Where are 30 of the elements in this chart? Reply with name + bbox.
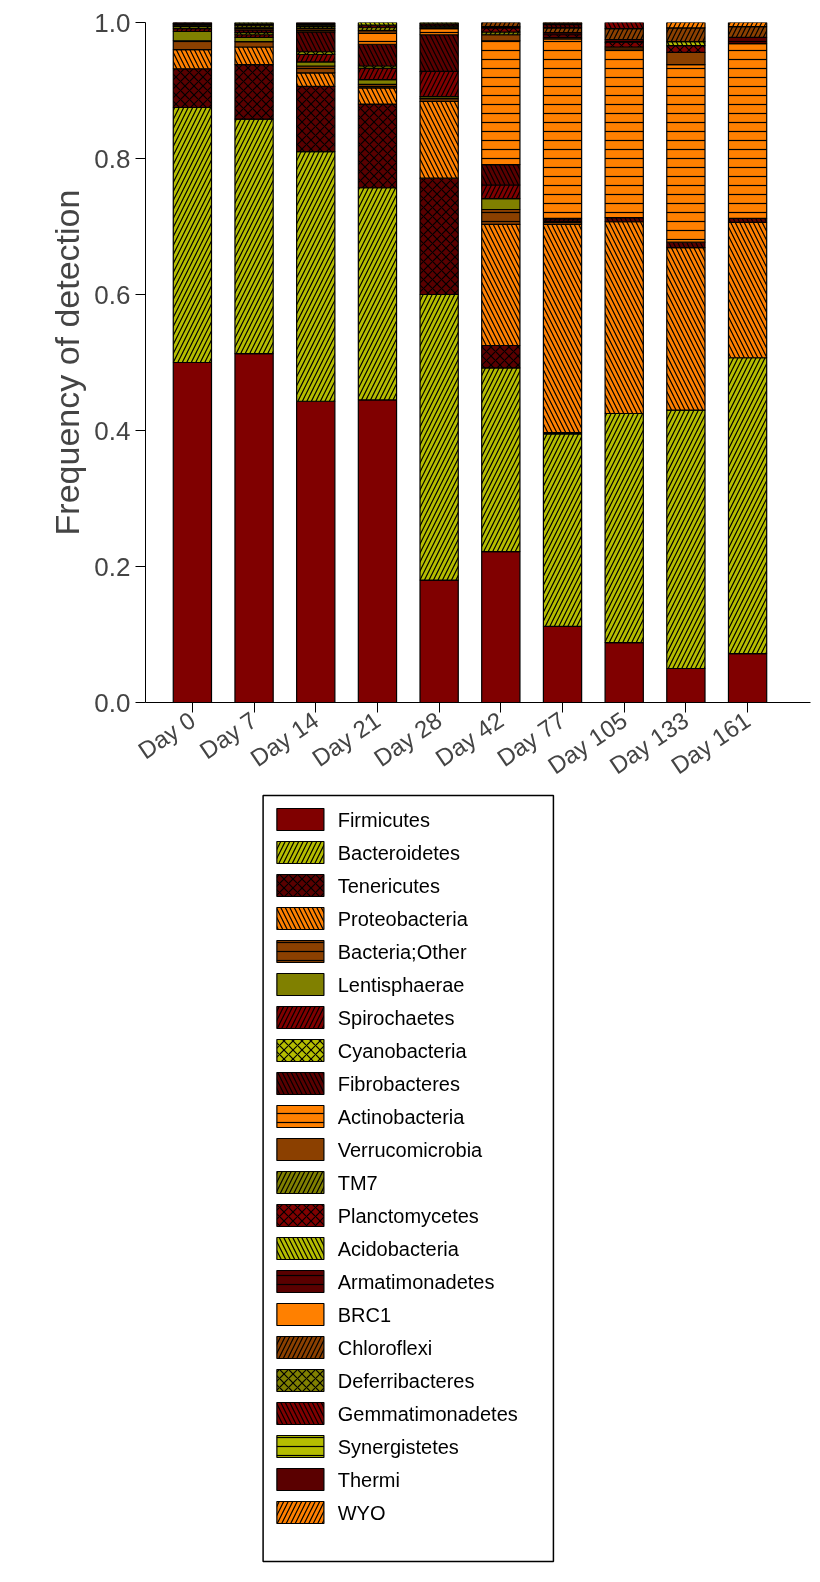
legend-label: Lentisphaerae	[337, 973, 465, 996]
legend-label: Chloroflexi	[337, 1336, 433, 1359]
y-tick-label: 0.0	[94, 687, 131, 718]
legend-label: Deferribacteres	[337, 1369, 475, 1392]
legend-label: Bacteroidetes	[337, 841, 460, 864]
legend-label: Cyanobacteria	[337, 1039, 468, 1062]
legend-label: Bacteria;Other	[337, 940, 467, 963]
legend-label: Fibrobacteres	[337, 1072, 460, 1095]
legend-label: Armatimonadetes	[337, 1270, 495, 1293]
legend-label: Gemmatimonadetes	[337, 1402, 518, 1425]
y-tick-label: 0.8	[94, 143, 131, 174]
legend-label: Verrucomicrobia	[337, 1138, 484, 1161]
legend-label: TM7	[337, 1171, 378, 1194]
legend-label: Planctomycetes	[337, 1204, 479, 1227]
y-tick-label: 0.6	[94, 279, 131, 310]
y-axis-title: Frequency of detection	[48, 189, 87, 536]
legend-label: WYO	[337, 1501, 386, 1524]
y-tick-label: 0.4	[94, 415, 131, 446]
legend-label: Actinobacteria	[337, 1105, 466, 1128]
legend-label: Proteobacteria	[337, 907, 469, 930]
legend-label: Synergistetes	[337, 1435, 459, 1458]
legend-label: Firmicutes	[337, 808, 430, 831]
x-tick-label: Day 0	[133, 706, 200, 765]
legend-label: Acidobacteria	[337, 1237, 460, 1260]
legend-label: Thermi	[337, 1468, 400, 1491]
legend-label: BRC1	[337, 1303, 392, 1326]
legend-label: Spirochaetes	[337, 1006, 455, 1029]
y-tick-label: 0.2	[94, 551, 131, 582]
legend-label: Tenericutes	[337, 874, 440, 897]
y-tick-label: 1.0	[94, 7, 131, 38]
